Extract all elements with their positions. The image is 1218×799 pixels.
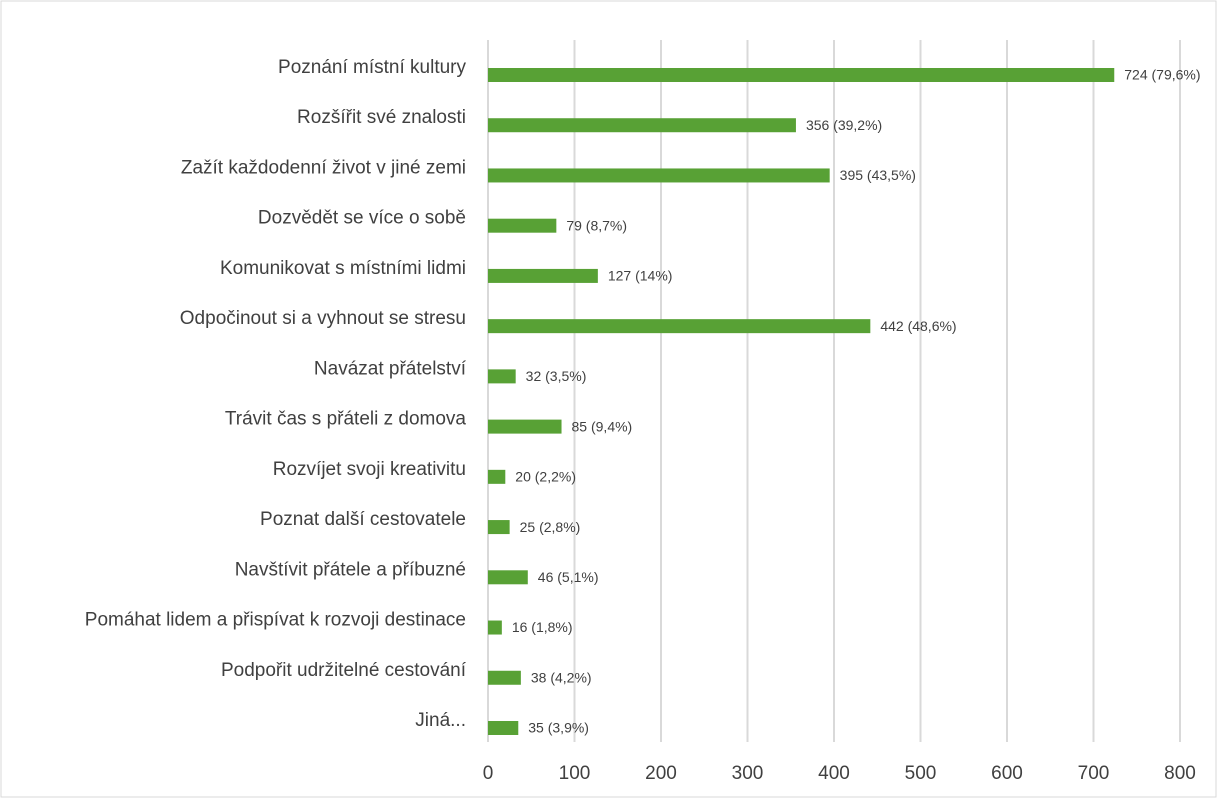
bar [488, 168, 830, 183]
category-label: Rozvíjet svoji kreativitu [273, 459, 466, 480]
x-tick-label: 0 [483, 763, 494, 784]
x-tick-label: 200 [645, 763, 677, 784]
category-label: Zažít každodenní život v jiné zemi [181, 157, 466, 178]
category-label: Podpořit udržitelné cestování [221, 660, 467, 681]
value-label: 16 (1,8%) [512, 619, 573, 635]
value-label: 38 (4,2%) [531, 669, 592, 685]
x-tick-label: 300 [732, 763, 764, 784]
bar [488, 218, 557, 233]
x-tick-label: 600 [991, 763, 1023, 784]
value-label: 32 (3,5%) [526, 368, 587, 384]
value-label: 442 (48,6%) [880, 318, 956, 334]
category-label: Jiná... [415, 710, 466, 731]
category-label: Poznání místní kultury [278, 57, 466, 78]
value-label: 46 (5,1%) [538, 569, 599, 585]
value-label: 25 (2,8%) [520, 519, 581, 535]
category-label: Pomáhat lidem a přispívat k rozvoji dest… [85, 610, 466, 631]
x-tick-label: 800 [1164, 763, 1196, 784]
bar [488, 469, 506, 484]
value-label: 356 (39,2%) [806, 117, 882, 133]
bar [488, 118, 796, 133]
category-label: Komunikovat s místními lidmi [220, 258, 466, 279]
bar [488, 319, 871, 334]
x-tick-label: 400 [818, 763, 850, 784]
bar [488, 268, 598, 283]
value-label: 127 (14%) [608, 268, 673, 284]
category-label: Navštívit přátele a příbuzné [235, 559, 466, 580]
category-label: Trávit čas s přáteli z domova [225, 409, 467, 430]
value-label: 85 (9,4%) [572, 418, 633, 434]
value-label: 35 (3,9%) [528, 720, 589, 736]
value-label: 395 (43,5%) [840, 167, 916, 183]
bar [488, 670, 521, 685]
category-label: Odpočinout si a vyhnout se stresu [180, 308, 466, 329]
bar [488, 720, 519, 735]
bar [488, 620, 502, 635]
bar [488, 520, 510, 535]
value-label: 79 (8,7%) [566, 217, 627, 233]
value-label: 724 (79,6%) [1124, 67, 1200, 83]
bar [488, 369, 516, 384]
category-label: Rozšířit své znalosti [297, 107, 466, 128]
category-label: Navázat přátelství [314, 358, 467, 379]
category-label: Dozvědět se více o sobě [258, 208, 466, 229]
value-label: 20 (2,2%) [515, 469, 576, 485]
x-tick-label: 700 [1078, 763, 1110, 784]
bar [488, 570, 528, 585]
x-tick-label: 500 [905, 763, 937, 784]
x-tick-label: 100 [559, 763, 591, 784]
category-label: Poznat další cestovatele [260, 509, 466, 530]
bar [488, 419, 562, 434]
bar [488, 68, 1115, 82]
